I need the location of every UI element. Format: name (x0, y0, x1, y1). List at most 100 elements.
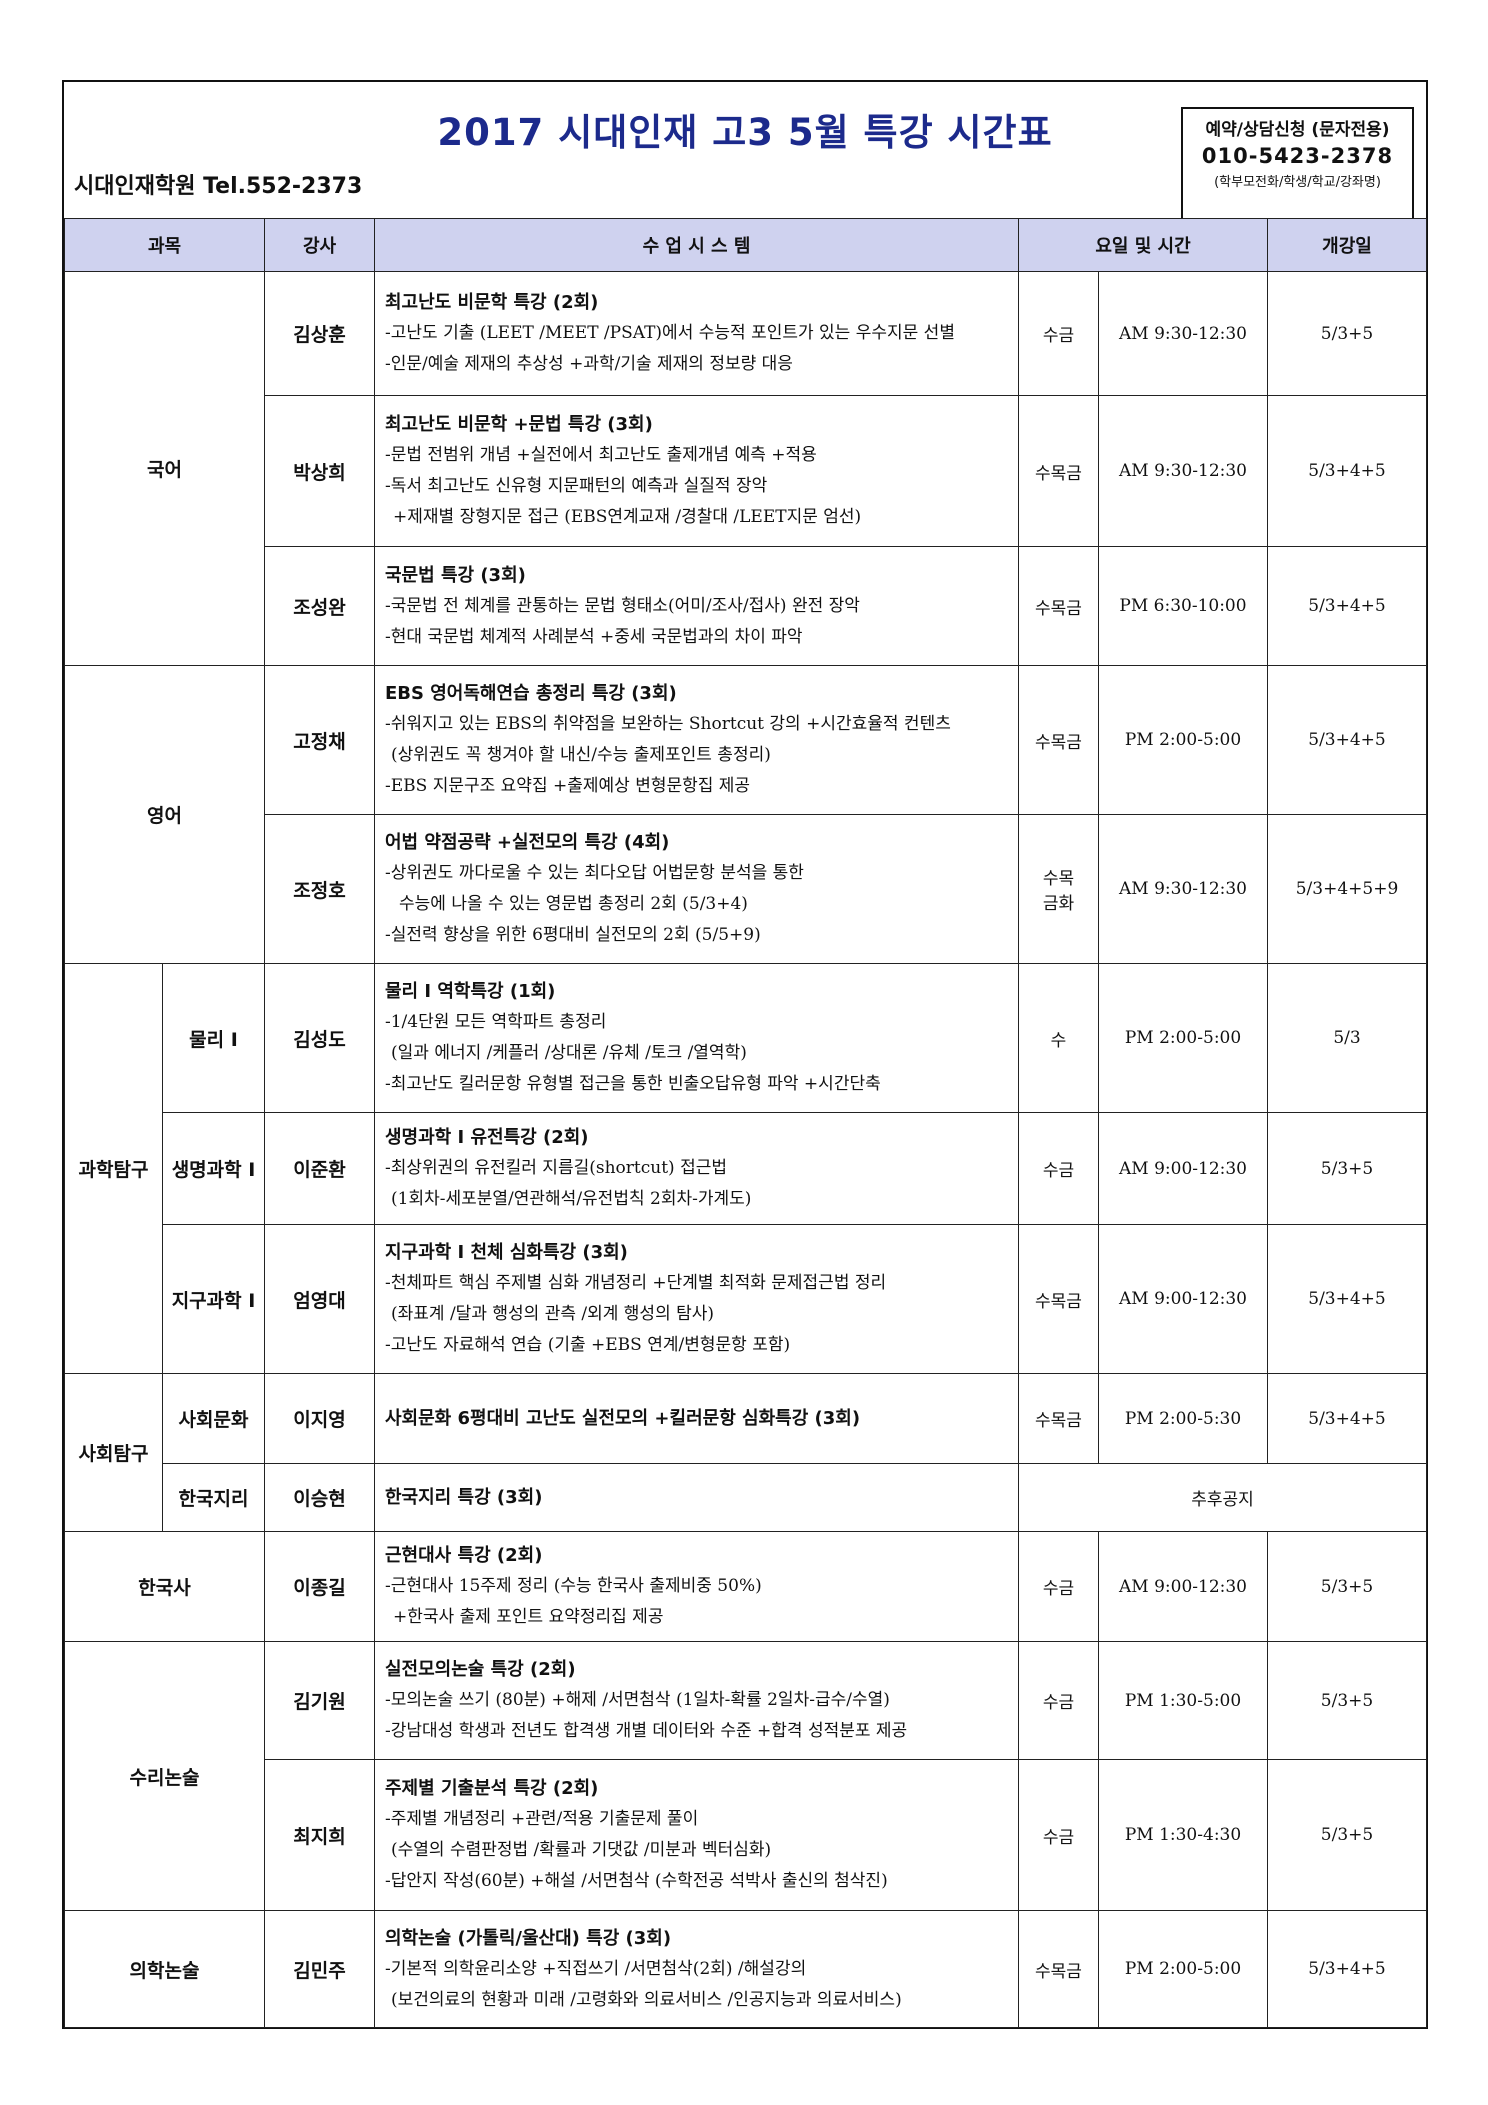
table-row: 사회탐구 사회문화 이지영 사회문화 6평대비 고난도 실전모의 +킬러문항 심… (64, 1373, 1427, 1532)
course-line: -기본적 의학윤리소양 +직접쓰기 /서면첨삭(2회) /해설강의 (385, 1958, 807, 1979)
table-row: 최지희 주제별 기출분석 특강 (2회) -주제별 개념정리 +관련/적용 기출… (65, 1759, 1427, 1911)
col-subject: 과목 (64, 218, 265, 272)
table-row: 한국지리 이승현 한국지리 특강 (3회) 추후공지 (65, 1463, 1427, 1532)
course-description: 주제별 기출분석 특강 (2회) -주제별 개념정리 +관련/적용 기출문제 풀… (374, 1759, 1019, 1911)
time-cell: AM 9:00-12:30 (1098, 1531, 1268, 1642)
course-line: 수능에 나올 수 있는 영문법 총정리 2회 (5/3+4) (399, 894, 748, 914)
time-cell: PM 6:30-10:00 (1098, 546, 1268, 666)
course-line: -고난도 자료해석 연습 (기출 +EBS 연계/변형문항 포함) (385, 1335, 791, 1355)
course-line: -인문/예술 제재의 추상성 +과학/기술 제재의 정보량 대응 (385, 354, 793, 374)
course-description: 지구과학 I 천체 심화특강 (3회) -천체파트 핵심 주제별 심화 개념정리… (374, 1224, 1019, 1374)
course-title: 물리 I 역학특강 (1회) (385, 981, 556, 1002)
day-cell: 수금 (1018, 1112, 1099, 1225)
course-line: -현대 국문법 체계적 사례분석 +중세 국문법과의 차이 파악 (385, 626, 803, 647)
time-cell: PM 2:00-5:00 (1098, 963, 1268, 1113)
academy-phone: 시대인재학원 Tel.552-2373 (74, 174, 363, 199)
course-line: -천체파트 핵심 주제별 심화 개념정리 +단계별 최적화 문제접근법 정리 (385, 1273, 887, 1293)
teacher-cell: 김기원 (264, 1641, 375, 1760)
teacher-cell: 김성도 (264, 963, 375, 1113)
time-cell: AM 9:00-12:30 (1098, 1224, 1268, 1374)
day-cell: 수 (1018, 963, 1099, 1113)
open-date-cell: 5/3+5 (1267, 1112, 1427, 1225)
course-line: -모의논술 쓰기 (80분) +해제 /서면첨삭 (1일차-확률 2일차-급수/… (385, 1690, 890, 1710)
teacher-cell: 박상희 (264, 395, 375, 547)
day-cell: 수목금 (1018, 1910, 1099, 2028)
teacher-cell: 이지영 (264, 1373, 375, 1464)
course-line: (일과 에너지 /케플러 /상대론 /유체 /토크 /열역학) (391, 1043, 747, 1063)
course-line: (좌표계 /달과 행성의 관측 /외계 행성의 탐사) (391, 1304, 715, 1324)
course-title: 어법 약점공략 +실전모의 특강 (4회) (385, 832, 670, 853)
course-description: 근현대사 특강 (2회) -근현대사 15주제 정리 (수능 한국사 출제비중 … (374, 1531, 1019, 1642)
course-line: -최고난도 킬러문항 유형별 접근을 통한 빈출오답유형 파악 +시간단축 (385, 1074, 881, 1094)
course-line: -답안지 작성(60분) +해설 /서면첨삭 (수학전공 석박사 출신의 첨삭진… (385, 1871, 888, 1891)
table-row: 한국사 이종길 근현대사 특강 (2회) -근현대사 15주제 정리 (수능 한… (64, 1531, 1427, 1642)
table-row: 생명과학 I 이준환 생명과학 I 유전특강 (2회) -최상위권의 유전킬러 … (65, 1112, 1427, 1225)
course-description: 최고난도 비문학 특강 (2회) -고난도 기출 (LEET /MEET /PS… (374, 271, 1019, 396)
col-open: 개강일 (1267, 218, 1427, 272)
course-line: -상위권도 까다로울 수 있는 최다오답 어법문항 분석을 통한 (385, 863, 804, 883)
day-cell: 수목금 (1018, 395, 1099, 547)
course-line: -강남대성 학생과 전년도 합격생 개별 데이터와 수준 +합격 성적분포 제공 (385, 1721, 908, 1741)
course-line: -쉬워지고 있는 EBS의 취약점을 보완하는 Shortcut 강의 +시간효… (385, 714, 951, 734)
day-cell: 수금 (1018, 1759, 1099, 1911)
time-cell: AM 9:30-12:30 (1098, 271, 1268, 396)
teacher-cell: 최지희 (264, 1759, 375, 1911)
course-description: 의학논술 (가톨릭/울산대) 특강 (3회) -기본적 의학윤리소양 +직접쓰기… (374, 1910, 1019, 2028)
course-description: 국문법 특강 (3회) -국문법 전 체계를 관통하는 문법 형태소(어미/조사… (374, 546, 1019, 666)
teacher-cell: 조성완 (264, 546, 375, 666)
subject-geography: 한국지리 (162, 1463, 265, 1532)
course-description: EBS 영어독해연습 총정리 특강 (3회) -쉬워지고 있는 EBS의 취약점… (374, 665, 1019, 815)
course-line: (보건의료의 현황과 미래 /고령화와 의료서비스 /인공지능과 의료서비스) (391, 1989, 902, 2010)
course-line: -EBS 지문구조 요약집 +출제예상 변형문항집 제공 (385, 776, 751, 796)
subject-history: 한국사 (64, 1531, 265, 1642)
col-teacher: 강사 (264, 218, 375, 272)
open-date-cell: 5/3+4+5 (1267, 665, 1427, 815)
subject-math: 수리논술 (64, 1641, 265, 1911)
teacher-cell: 이종길 (264, 1531, 375, 1642)
course-title: 최고난도 비문학 특강 (2회) (385, 292, 599, 313)
time-cell: AM 9:30-12:30 (1098, 814, 1268, 964)
course-line: (1회차-세포분열/연관해석/유전법칙 2회차-가계도) (391, 1189, 752, 1209)
time-cell: PM 2:00-5:00 (1098, 1910, 1268, 2028)
table-row: 박상희 최고난도 비문학 +문법 특강 (3회) -문법 전범위 개념 +실전에… (65, 395, 1427, 547)
timetable-sheet: 2017 시대인재 고3 5월 특강 시간표 시대인재학원 Tel.552-23… (62, 80, 1428, 2029)
course-line: -주제별 개념정리 +관련/적용 기출문제 풀이 (385, 1809, 699, 1829)
contact-phone: 010-5423-2378 (1201, 144, 1394, 168)
open-date-cell: 5/3+4+5+9 (1267, 814, 1427, 964)
course-title: EBS 영어독해연습 총정리 특강 (3회) (385, 683, 677, 704)
course-description: 최고난도 비문학 +문법 특강 (3회) -문법 전범위 개념 +실전에서 최고… (374, 395, 1019, 547)
course-line: -실전력 향상을 위한 6평대비 실전모의 2회 (5/5+9) (385, 925, 761, 945)
subject-society: 사회문화 (162, 1373, 265, 1464)
course-line: (상위권도 꼭 챙겨야 할 내신/수능 출제포인트 총정리) (391, 745, 771, 765)
course-line: +제재별 장형지문 접근 (EBS연계교재 /경찰대 /LEET지문 엄선) (393, 507, 862, 527)
subject-english: 영어 (64, 665, 265, 964)
course-line: +한국사 출제 포인트 요약정리집 제공 (393, 1607, 664, 1627)
time-cell: PM 1:30-5:00 (1098, 1641, 1268, 1760)
table-row: 국어 김상훈 최고난도 비문학 특강 (2회) -고난도 기출 (LEET /M… (64, 271, 1427, 666)
course-line: -문법 전범위 개념 +실전에서 최고난도 출제개념 예측 +적용 (385, 445, 817, 465)
time-cell: AM 9:30-12:30 (1098, 395, 1268, 547)
subject-physics: 물리 I (162, 963, 265, 1113)
time-cell: PM 2:00-5:00 (1098, 665, 1268, 815)
teacher-cell: 고정채 (264, 665, 375, 815)
day-cell: 수목금 (1018, 1373, 1099, 1464)
table-row: 조정호 어법 약점공략 +실전모의 특강 (4회) -상위권도 까다로울 수 있… (65, 814, 1427, 964)
time-cell: PM 2:00-5:30 (1098, 1373, 1268, 1464)
teacher-cell: 김민주 (264, 1910, 375, 2028)
teacher-cell: 조정호 (264, 814, 375, 964)
table-row: 지구과학 I 엄영대 지구과학 I 천체 심화특강 (3회) -천체파트 핵심 … (65, 1224, 1427, 1374)
course-title: 사회문화 6평대비 고난도 실전모의 +킬러문항 심화특강 (3회) (385, 1408, 861, 1429)
course-title: 근현대사 특강 (2회) (385, 1545, 543, 1566)
time-cell: PM 1:30-4:30 (1098, 1759, 1268, 1911)
schedule-note: 추후공지 (1018, 1463, 1427, 1532)
course-description: 한국지리 특강 (3회) (374, 1463, 1019, 1532)
course-title: 한국지리 특강 (3회) (385, 1487, 543, 1508)
subject-earth: 지구과학 I (162, 1224, 265, 1374)
day-cell: 수금 (1018, 271, 1099, 396)
course-line: -근현대사 15주제 정리 (수능 한국사 출제비중 50%) (385, 1576, 762, 1596)
open-date-cell: 5/3+5 (1267, 1641, 1427, 1760)
course-line: (수열의 수렴판정법 /확률과 기댓값 /미분과 벡터심화) (391, 1840, 772, 1860)
course-title: 실전모의논술 특강 (2회) (385, 1659, 576, 1680)
course-description: 생명과학 I 유전특강 (2회) -최상위권의 유전킬러 지름길(shortcu… (374, 1112, 1019, 1225)
subject-science: 과학탐구 (64, 963, 163, 1374)
